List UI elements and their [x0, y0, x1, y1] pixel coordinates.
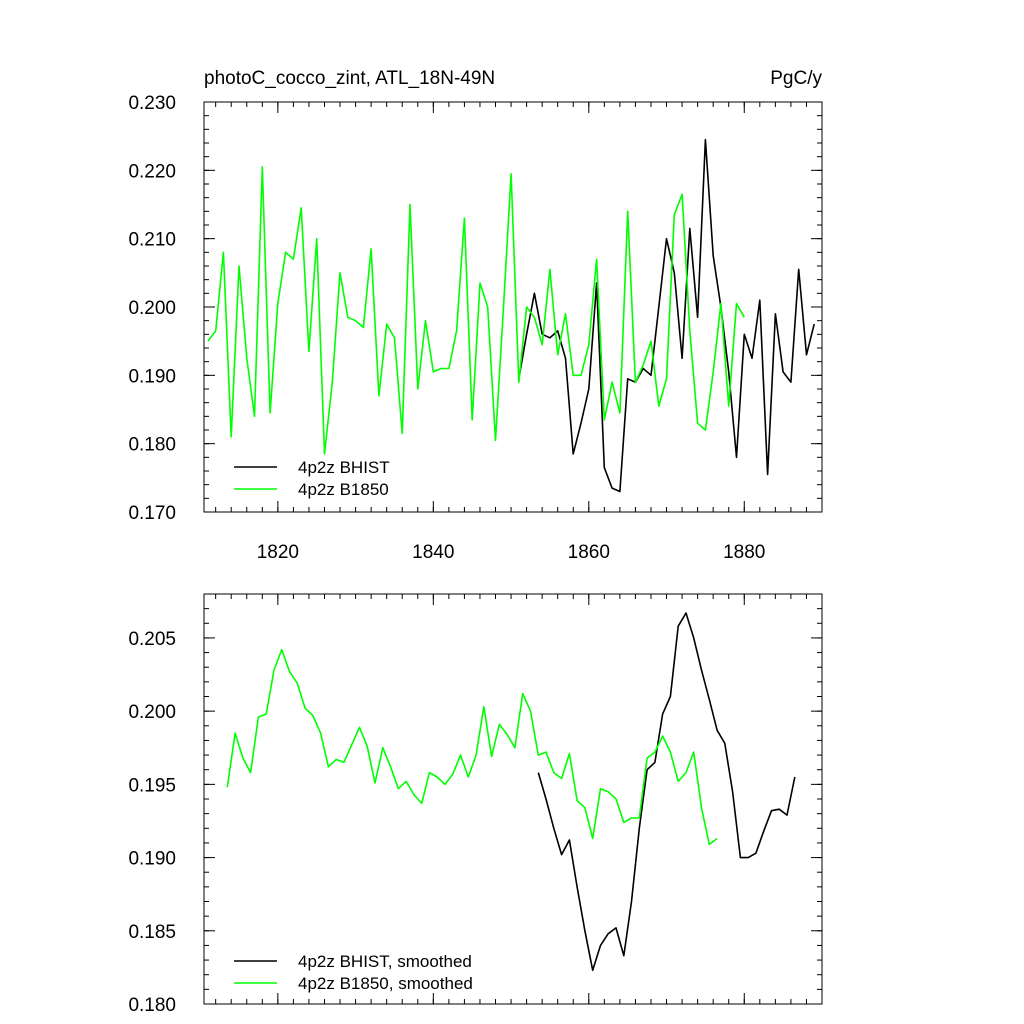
- x-tick-label: 1860: [568, 542, 610, 563]
- chart-title: photoC_cocco_zint, ATL_18N-49N: [204, 68, 495, 89]
- y-tick-label: 0.190: [128, 849, 176, 870]
- y-tick-label: 0.230: [128, 93, 176, 114]
- legend-label: 4p2z B1850: [298, 480, 389, 499]
- y-tick-label: 0.200: [128, 298, 176, 319]
- y-tick-label: 0.195: [128, 775, 176, 796]
- series-line: [207, 166, 745, 455]
- legend-label: 4p2z BHIST: [298, 458, 390, 477]
- plot-frame: [203, 593, 823, 1005]
- series-line: [518, 138, 815, 493]
- legend-label: 4p2z BHIST, smoothed: [298, 952, 472, 971]
- y-tick-label: 0.220: [128, 161, 176, 182]
- plot-frame: [203, 101, 823, 513]
- top-panel: 1820 1840 1860 1880 0.170 0.180 0.190 0.200 0.21…: [128, 93, 823, 563]
- y-tick-label: 0.200: [128, 702, 176, 723]
- series-line: [537, 612, 796, 972]
- x-tick-label: 1840: [412, 542, 454, 563]
- y-tick-label: 0.205: [128, 629, 176, 650]
- y-tick-label: 0.210: [128, 230, 176, 251]
- series-line: [226, 648, 718, 846]
- bottom-panel: 0.180 0.185 0.190 0.195 0.200 0.205 4p2z BHIST…: [128, 593, 823, 1016]
- units-label: PgC/y: [770, 68, 822, 89]
- x-tick-label: 1880: [723, 542, 765, 563]
- y-tick-label: 0.180: [128, 995, 176, 1016]
- legend-label: 4p2z B1850, smoothed: [298, 974, 473, 993]
- y-tick-label: 0.185: [128, 922, 176, 943]
- x-tick-label: 1820: [257, 542, 299, 563]
- y-tick-label: 0.170: [128, 503, 176, 524]
- y-tick-label: 0.190: [128, 366, 176, 387]
- y-tick-label: 0.180: [128, 435, 176, 456]
